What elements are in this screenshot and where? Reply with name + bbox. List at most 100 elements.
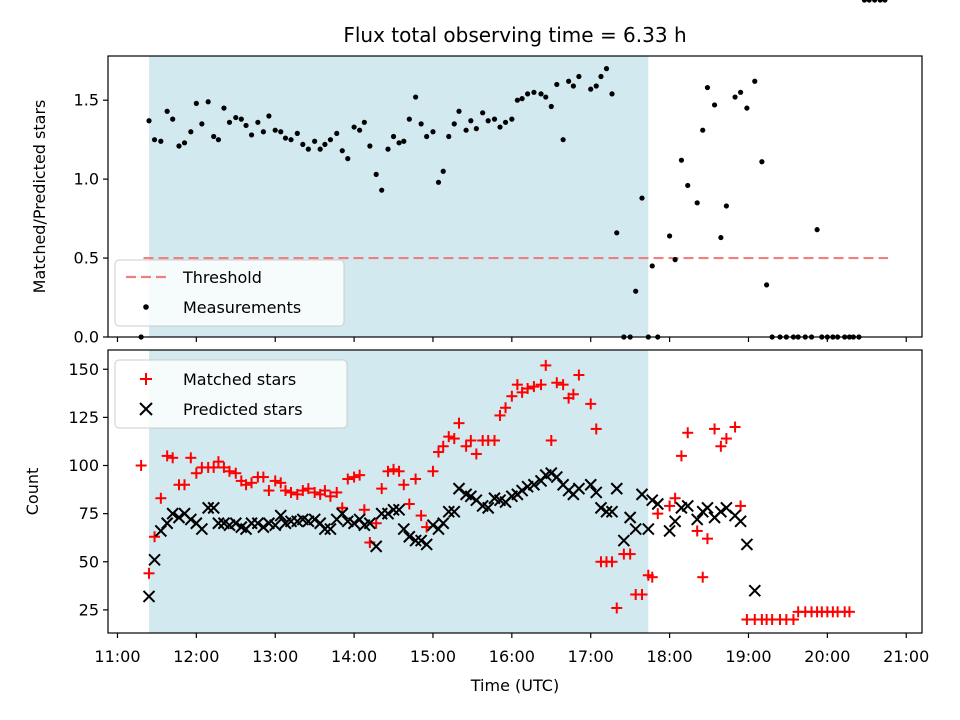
cross-b xyxy=(470,493,483,507)
measurement-point xyxy=(424,133,430,140)
matched-star-point xyxy=(709,423,721,435)
predicted-star-point xyxy=(701,501,714,515)
cross-b xyxy=(207,501,220,515)
cross-b xyxy=(515,484,529,497)
measurement-point xyxy=(373,171,379,177)
matched-star-point xyxy=(135,460,147,472)
predicted-star-point xyxy=(363,517,377,530)
bottom-x-tick-label: 17:00 xyxy=(568,647,614,666)
measurement-point xyxy=(560,137,566,143)
cross-b xyxy=(201,501,215,515)
cross-b xyxy=(610,482,623,495)
matched-star-point xyxy=(488,434,500,446)
matched-star-point xyxy=(275,477,287,489)
cross-b xyxy=(605,505,619,518)
matched-star-point xyxy=(370,517,382,529)
measurement-point xyxy=(413,94,419,100)
matched-star-point xyxy=(720,433,732,445)
matched-star-point xyxy=(376,483,388,495)
measurement-point xyxy=(334,130,340,136)
cross-b xyxy=(420,538,433,551)
bottom-x-tick-label: 19:00 xyxy=(725,647,771,666)
cross-b xyxy=(452,482,466,495)
matched-star-point xyxy=(336,502,348,514)
cross-b xyxy=(556,478,570,491)
cross-b xyxy=(235,520,248,534)
bottom-legend: Matched stars Predicted stars xyxy=(114,359,348,429)
top-panel: 0.0 0.5 1.0 1.5 Matched/Predicted stars Thr… xyxy=(30,0,923,347)
predicted-star-point xyxy=(442,505,455,518)
measurement-point xyxy=(339,148,345,154)
matched-star-point xyxy=(697,571,709,583)
cross-b xyxy=(635,488,649,501)
legend-predicted-swatch xyxy=(139,402,153,416)
cross-b xyxy=(740,538,754,551)
matched-star-point xyxy=(297,485,309,497)
top-y-label: Matched/Predicted stars xyxy=(30,100,49,294)
measurement-point xyxy=(390,133,397,140)
cross-b xyxy=(481,501,495,515)
cross-b xyxy=(257,520,270,534)
measurement-point xyxy=(882,0,888,3)
predicted-star-point xyxy=(481,501,495,515)
predicted-star-point xyxy=(397,522,410,536)
measurement-point xyxy=(233,114,239,121)
cross-b xyxy=(347,517,361,530)
predicted-star-point xyxy=(590,486,603,499)
measurement-point xyxy=(633,288,639,294)
matched-star-point xyxy=(348,471,360,483)
matched-star-point xyxy=(528,381,540,393)
cross-b xyxy=(229,517,242,530)
predicted-star-point xyxy=(142,590,156,603)
measurement-point xyxy=(243,122,249,129)
matched-star-point xyxy=(393,465,405,477)
cross-b xyxy=(251,517,265,530)
bottom-x-tick-label: 12:00 xyxy=(173,647,219,666)
measurement-point xyxy=(401,138,407,144)
matched-star-point xyxy=(557,379,569,391)
predicted-star-point xyxy=(403,530,416,543)
measurement-point xyxy=(435,179,442,185)
measurement-point xyxy=(866,0,872,3)
measurement-point xyxy=(685,182,691,189)
measurement-point xyxy=(538,91,544,97)
measurement-point xyxy=(367,143,373,149)
measurement-point xyxy=(491,116,498,122)
measurement-point xyxy=(351,124,357,130)
measurement-point xyxy=(872,0,878,3)
cross-b xyxy=(464,490,478,503)
matched-star-point xyxy=(735,500,747,512)
matched-star-point xyxy=(218,461,230,473)
matched-star-point xyxy=(545,434,557,446)
cross-b xyxy=(720,501,733,515)
matched-star-point xyxy=(291,488,303,500)
bottom-y-tick-label: 150 xyxy=(68,360,99,379)
measurement-point xyxy=(588,86,594,92)
matched-star-point xyxy=(179,479,191,491)
cross-b xyxy=(488,492,501,505)
matched-star-point xyxy=(309,486,321,498)
measurement-point xyxy=(548,103,554,110)
predicted-star-point xyxy=(172,511,186,524)
matched-star-point xyxy=(787,614,799,626)
cross-b xyxy=(212,517,225,530)
matched-star-point xyxy=(516,386,528,398)
predicted-star-point xyxy=(381,507,395,520)
measurement-point xyxy=(312,138,318,144)
matched-star-point xyxy=(729,421,741,433)
measurement-point xyxy=(451,121,457,127)
cross-b xyxy=(269,518,282,532)
predicted-star-point xyxy=(414,534,428,547)
matched-star-point xyxy=(636,588,648,600)
predicted-star-point xyxy=(515,484,529,497)
matched-star-point xyxy=(161,450,173,462)
predicted-star-point xyxy=(324,522,337,536)
measurement-point xyxy=(723,203,729,209)
measurement-point xyxy=(485,118,491,124)
measurement-point xyxy=(440,168,446,174)
measurement-point xyxy=(593,83,599,89)
measurement-point xyxy=(193,100,199,106)
measurement-point xyxy=(215,137,222,143)
matched-star-point xyxy=(691,525,703,537)
